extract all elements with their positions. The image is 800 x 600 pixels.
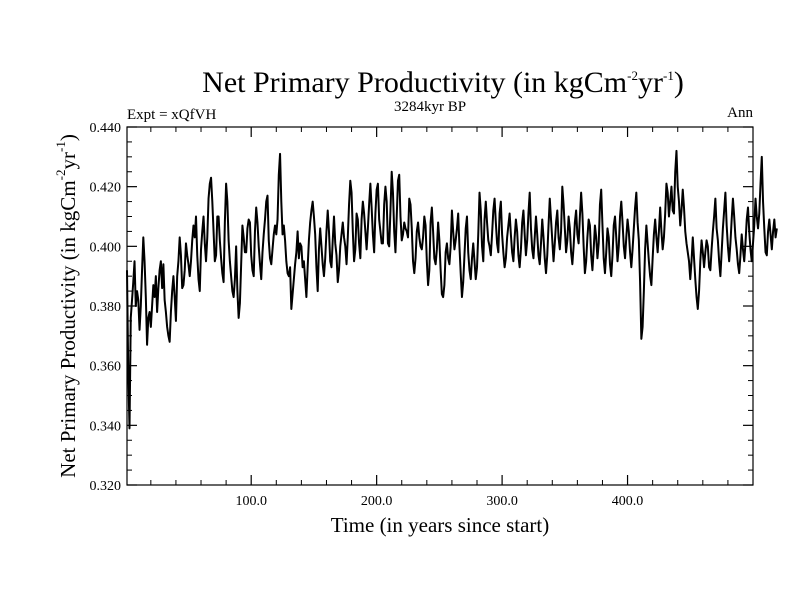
- x-axis-ticks: 100.0 200.0 300.0 400.0: [150, 127, 729, 509]
- x-tick-label: 400.0: [612, 494, 644, 509]
- y-axis-label: Net Primary Productivity (in kgCm-2yr-1): [53, 134, 80, 478]
- experiment-label: Expt = xQfVH: [127, 107, 216, 123]
- y-tick-label: 0.340: [90, 419, 122, 434]
- chart-title: Net Primary Productivity (in kgCm-2yr-1): [202, 66, 684, 99]
- x-tick-label: 200.0: [361, 494, 393, 509]
- npp-series-line: [126, 149, 778, 430]
- plot-frame: [126, 126, 754, 486]
- y-tick-label: 0.400: [90, 240, 122, 255]
- period-label: 3284kyr BP: [394, 99, 466, 115]
- y-tick-label: 0.420: [90, 181, 122, 196]
- y-axis-ticks: 0.320 0.340 0.360 0.380 0.400 0.420 0.440: [90, 121, 753, 494]
- season-label: Ann: [727, 105, 753, 121]
- y-tick-label: 0.320: [90, 479, 122, 494]
- y-tick-label: 0.360: [90, 360, 122, 375]
- x-tick-label: 300.0: [486, 494, 518, 509]
- y-tick-label: 0.380: [90, 300, 122, 315]
- x-tick-label: 100.0: [235, 494, 267, 509]
- plot-area: 100.0 200.0 300.0 400.0 0.320 0.340 0.360 0.38…: [90, 121, 778, 509]
- y-tick-label: 0.440: [90, 121, 122, 136]
- x-axis-label: Time (in years since start): [331, 513, 550, 537]
